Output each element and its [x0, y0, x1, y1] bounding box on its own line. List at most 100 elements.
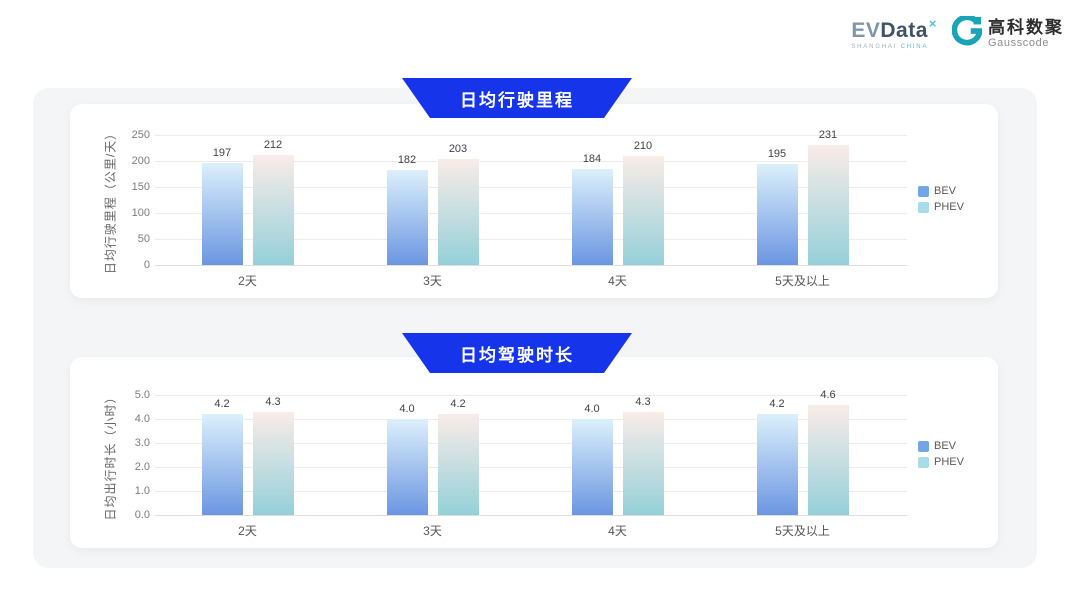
evdata-logo: EVData× SHANGHAI CHINA: [851, 17, 937, 50]
legend-label: PHEV: [934, 201, 964, 213]
bar-bev-2天: [201, 162, 243, 265]
x-category-label: 5天及以上: [775, 524, 830, 538]
y-tick-label: 1.0: [134, 485, 150, 497]
chart-card-mileage: 0 50 100 150 200 250 日均行驶里程（公里/天） 2天 197 212 3天 182…: [70, 104, 998, 298]
legend-item-bev[interactable]: BEV: [918, 440, 964, 452]
grid-line: [155, 135, 907, 136]
legend-swatch-bev: [918, 440, 929, 452]
evdata-subtext: SHANGHAI CHINA: [851, 44, 929, 50]
y-tick-label: 150: [131, 181, 150, 193]
bar-value-label: 203: [448, 143, 468, 156]
bar-value-label: 197: [212, 146, 232, 159]
gausscode-name-en: Gausscode: [988, 37, 1050, 50]
bar-chart-mileage: 0 50 100 150 200 250 日均行驶里程（公里/天） 2天 197 212 3天 182…: [70, 104, 998, 298]
x-category-label: 5天及以上: [775, 274, 830, 288]
legend-item-bev[interactable]: BEV: [918, 185, 964, 197]
bar-phev-2天: [252, 411, 294, 515]
grid-line: [155, 239, 907, 240]
bar-phev-5天及以上: [807, 144, 849, 265]
chart-card-duration: 0.0 1.0 2.0 3.0 4.0 5.0 日均出行时长（小时） 2天 4.2 4.3 3天 4.…: [70, 357, 998, 548]
grid-line: [155, 265, 907, 266]
y-tick-label: 0.0: [134, 509, 150, 521]
gausscode-g-icon: [951, 14, 983, 51]
bar-bev-3天: [386, 170, 428, 265]
bar-value-label: 4.6: [820, 388, 836, 401]
bar-chart-duration: 0.0 1.0 2.0 3.0 4.0 5.0 日均出行时长（小时） 2天 4.2 4.3 3天 4.…: [70, 357, 998, 548]
legend-item-phev[interactable]: PHEV: [918, 456, 964, 468]
legend-swatch-bev: [918, 185, 929, 197]
y-tick-label: 2.0: [134, 461, 150, 473]
legend: BEV PHEV: [918, 185, 964, 213]
bar-value-label: 4.2: [214, 398, 230, 411]
bar-value-label: 210: [633, 139, 653, 152]
dashboard-panel: 日均行驶里程 0 50 100 150 200 250 日均行驶里程（公里/天） 2天 197 2…: [33, 88, 1037, 568]
bar-phev-2天: [252, 154, 294, 265]
x-category-label: 4天: [608, 524, 627, 538]
bar-value-label: 4.3: [265, 395, 281, 408]
y-axis-title: 日均行驶里程（公里/天）: [103, 126, 118, 275]
bar-value-label: 4.3: [635, 395, 651, 408]
chart-title: 日均驾驶时长: [460, 345, 574, 365]
y-axis-title: 日均出行时长（小时）: [103, 390, 118, 521]
y-tick-label: 0: [143, 259, 150, 271]
evdata-data-text: Data: [880, 19, 928, 42]
grid-line: [155, 515, 907, 516]
legend-swatch-phev: [918, 456, 929, 468]
chart-title: 日均行驶里程: [460, 90, 574, 110]
chart-title-banner-mileage: 日均行驶里程: [402, 78, 632, 118]
bar-value-label: 195: [767, 147, 787, 160]
x-category-label: 4天: [608, 274, 627, 288]
y-tick-label: 4.0: [134, 413, 150, 425]
y-tick-label: 250: [131, 129, 150, 141]
bar-value-label: 4.2: [769, 398, 785, 411]
grid-line: [155, 213, 907, 214]
bar-bev-4天: [571, 419, 613, 515]
bar-value-label: 4.2: [450, 398, 466, 411]
gausscode-name-cn: 高科数聚: [988, 17, 1064, 37]
legend-swatch-phev: [918, 201, 929, 213]
grid-line: [155, 395, 907, 396]
y-tick-label: 50: [137, 233, 150, 245]
gausscode-text: 高科数聚 Gausscode: [988, 18, 1064, 50]
bar-bev-2天: [201, 414, 243, 515]
legend: BEV PHEV: [918, 440, 964, 468]
grid-line: [155, 443, 907, 444]
legend-item-phev[interactable]: PHEV: [918, 201, 964, 213]
bar-phev-3天: [437, 159, 479, 265]
grid-line: [155, 467, 907, 468]
x-category-label: 2天: [238, 524, 257, 538]
header-logos: EVData× SHANGHAI CHINA 高科数聚 Gausscode: [851, 14, 1064, 51]
bar-value-label: 231: [818, 128, 838, 141]
grid-line: [155, 419, 907, 420]
y-tick-label: 200: [131, 155, 150, 167]
evdata-ev-text: EV: [851, 19, 881, 42]
bar-value-label: 184: [582, 153, 602, 166]
chart-title-banner-duration: 日均驾驶时长: [402, 333, 632, 373]
evdata-x-icon: ×: [928, 16, 937, 31]
y-tick-label: 100: [131, 207, 150, 219]
bar-value-label: 4.0: [399, 403, 415, 415]
grid-line: [155, 187, 907, 188]
x-category-label: 2天: [238, 274, 257, 288]
bar-bev-4天: [571, 169, 613, 265]
bar-value-label: 212: [263, 138, 283, 151]
bar-phev-4天: [622, 411, 664, 515]
bar-phev-3天: [437, 414, 479, 515]
x-category-label: 3天: [423, 524, 442, 538]
bar-phev-4天: [622, 155, 664, 265]
legend-label: BEV: [934, 440, 957, 452]
x-category-label: 3天: [423, 274, 442, 288]
gausscode-logo: 高科数聚 Gausscode: [951, 14, 1064, 51]
evdata-wordmark: EVData×: [851, 17, 937, 41]
legend-label: PHEV: [934, 456, 964, 468]
grid-line: [155, 161, 907, 162]
y-tick-label: 5.0: [134, 389, 150, 401]
bar-value-label: 4.0: [584, 403, 600, 415]
bar-bev-5天及以上: [756, 414, 798, 515]
bar-phev-5天及以上: [807, 404, 849, 515]
grid-line: [155, 491, 907, 492]
bar-bev-3天: [386, 419, 428, 515]
bar-bev-5天及以上: [756, 163, 798, 265]
legend-label: BEV: [934, 185, 957, 197]
y-tick-label: 3.0: [134, 437, 150, 449]
